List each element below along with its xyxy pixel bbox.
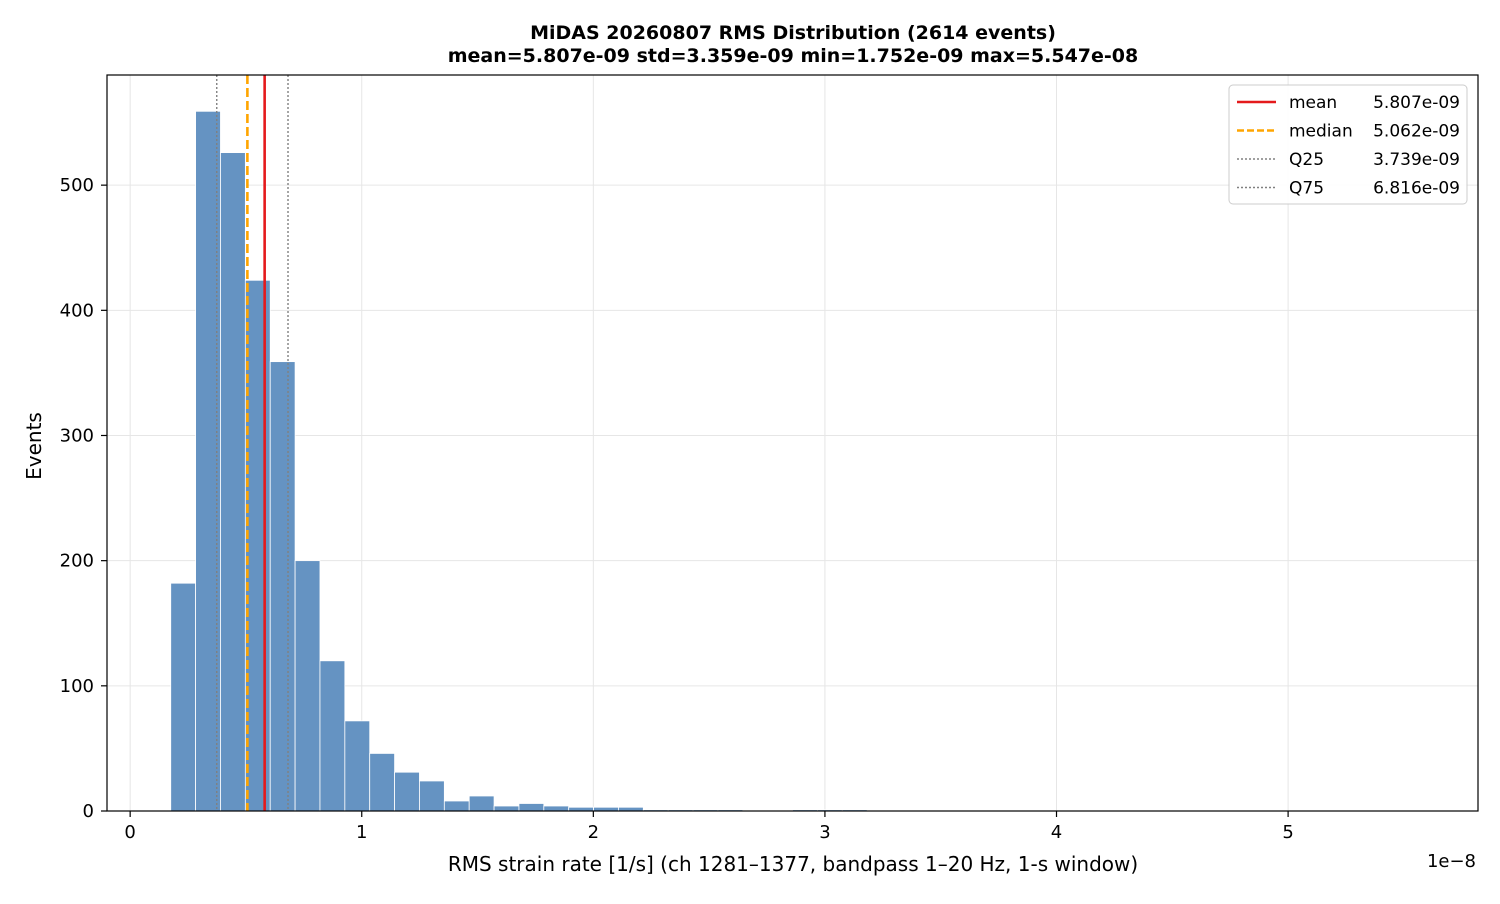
histogram-bar	[220, 152, 246, 812]
histogram-bar	[419, 780, 445, 812]
x-tick-label: 2	[588, 822, 599, 843]
y-tick-label: 100	[60, 676, 94, 697]
histogram-bar	[394, 771, 420, 812]
histogram-bar	[369, 753, 395, 812]
y-axis-label: Events	[22, 412, 46, 480]
x-axis-offset-label: 1e−8	[1427, 851, 1476, 872]
legend-box	[1228, 84, 1468, 205]
y-tick-label: 400	[60, 300, 94, 321]
histogram-bar	[294, 560, 321, 812]
y-tick-label: 0	[83, 801, 94, 822]
y-tick-label: 200	[60, 551, 94, 572]
legend-label-mean: mean	[1289, 93, 1337, 113]
plot-frame	[106, 74, 1479, 812]
x-tick-label: 1	[356, 822, 367, 843]
chart-title: MiDAS 20260807 RMS Distribution (2614 ev…	[530, 22, 1056, 44]
y-axis-ticks: 0 100 200 300 400 500	[60, 175, 107, 822]
histogram-bar	[518, 803, 545, 812]
legend-label-median: median	[1289, 122, 1353, 142]
x-axis-ticks: 0 1 2 3 4 5	[124, 811, 1294, 843]
histogram-bar	[443, 800, 470, 812]
legend-value-mean: 5.807e-09	[1373, 93, 1460, 113]
x-tick-label: 4	[1051, 822, 1062, 843]
histogram-bars	[170, 110, 868, 812]
reference-lines	[216, 75, 289, 811]
x-axis-label: RMS strain rate [1/s] (ch 1281–1377, ban…	[448, 852, 1138, 876]
histogram-bar	[170, 582, 197, 812]
legend: mean 5.807e-09 median 5.062e-09 Q25 3.739e-09…	[1228, 84, 1468, 205]
x-tick-label: 5	[1282, 822, 1293, 843]
histogram-bar	[344, 720, 371, 812]
histogram-bar	[244, 279, 271, 812]
legend-value-median: 5.062e-09	[1373, 122, 1460, 142]
histogram-bar	[543, 805, 570, 812]
y-tick-label: 300	[60, 425, 94, 446]
legend-value-q25: 3.739e-09	[1373, 150, 1460, 170]
x-tick-label: 0	[124, 822, 135, 843]
legend-label-q25: Q25	[1289, 150, 1324, 170]
legend-label-q75: Q75	[1289, 179, 1324, 199]
chart-subtitle: mean=5.807e-09 std=3.359e-09 min=1.752e-…	[448, 45, 1139, 67]
y-tick-label: 500	[60, 175, 94, 196]
x-tick-label: 3	[819, 822, 830, 843]
histogram-bar	[468, 795, 495, 812]
histogram-bar	[493, 805, 520, 812]
histogram-bar	[319, 660, 346, 812]
histogram-bar	[269, 361, 296, 812]
legend-value-q75: 6.816e-09	[1373, 179, 1460, 199]
